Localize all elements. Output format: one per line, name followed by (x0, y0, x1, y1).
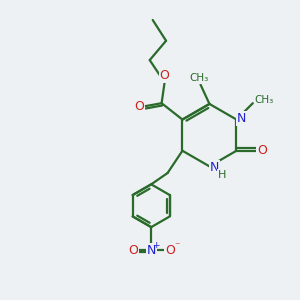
Text: +: + (152, 242, 159, 250)
Text: O: O (257, 144, 267, 157)
Text: N: N (146, 244, 156, 256)
Text: N: N (210, 161, 220, 174)
Text: O: O (160, 69, 170, 82)
Text: CH₃: CH₃ (189, 73, 209, 83)
Text: CH₃: CH₃ (254, 95, 274, 105)
Text: ⁻: ⁻ (174, 242, 180, 251)
Text: N: N (237, 112, 247, 124)
Text: O: O (165, 244, 175, 256)
Text: H: H (218, 170, 226, 180)
Text: O: O (134, 100, 144, 113)
Text: O: O (128, 244, 138, 256)
